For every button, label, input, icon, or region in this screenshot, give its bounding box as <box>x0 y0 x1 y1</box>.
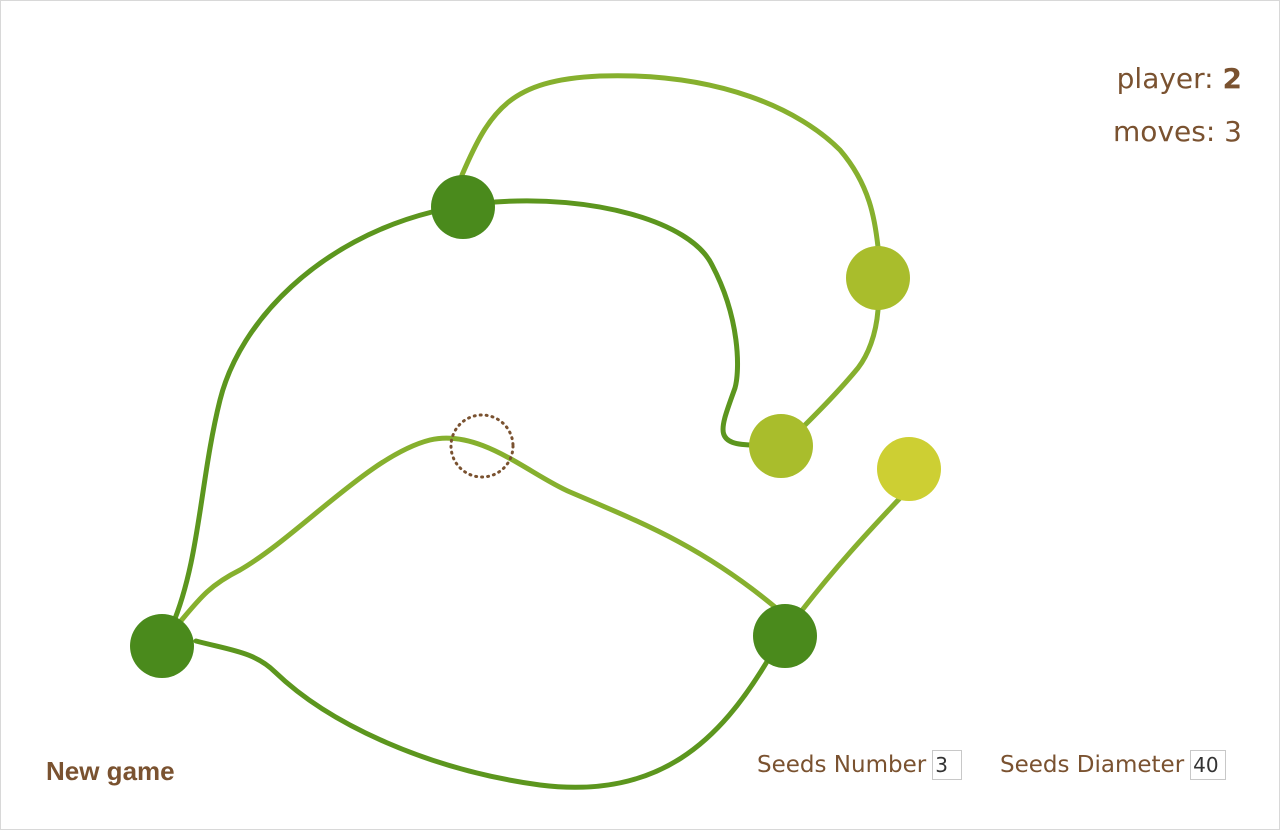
line-upper-right-node-to-middle-right-node <box>802 307 881 428</box>
seeds-number-setting: Seeds Number <box>757 750 963 780</box>
node-left[interactable] <box>130 614 194 678</box>
moves-indicator: moves: 3 <box>1113 115 1242 148</box>
node-bottom-right[interactable] <box>753 604 817 668</box>
seeds-diameter-setting: Seeds Diameter <box>1000 750 1227 780</box>
node-yellow[interactable] <box>877 437 941 501</box>
moves-label: moves: <box>1113 115 1216 148</box>
line-left-node-to-right-node-upper-curve <box>177 435 778 625</box>
seeds-diameter-input[interactable] <box>1190 750 1227 780</box>
player-indicator: player: 2 <box>1117 62 1242 95</box>
node-top[interactable] <box>431 175 495 239</box>
new-game-button[interactable]: New game <box>46 756 175 786</box>
node-upper-right[interactable] <box>846 246 910 310</box>
line-top-node-to-upper-right-node <box>459 73 881 250</box>
line-right-node-to-yellow-node <box>800 493 905 612</box>
player-label: player: <box>1116 62 1214 95</box>
line-top-node-to-middle-right-node <box>492 198 758 448</box>
seeds-number-input[interactable] <box>932 750 963 780</box>
cursor-ring <box>449 413 515 479</box>
line-left-node-to-right-node-lower-curve <box>193 638 771 790</box>
moves-value: 3 <box>1224 115 1242 148</box>
node-middle-right[interactable] <box>749 414 813 478</box>
seeds-number-label: Seeds Number <box>757 752 927 778</box>
line-top-node-to-left-node <box>169 209 435 629</box>
seeds-diameter-label: Seeds Diameter <box>1000 752 1185 778</box>
player-value: 2 <box>1222 62 1242 95</box>
